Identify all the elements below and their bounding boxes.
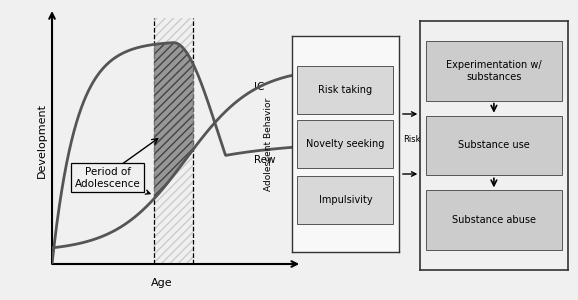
FancyBboxPatch shape [297, 176, 394, 224]
Text: Impulsivity: Impulsivity [318, 195, 372, 205]
Text: Novelty seeking: Novelty seeking [306, 139, 384, 149]
Text: Age: Age [150, 278, 172, 288]
Text: Rew: Rew [254, 154, 275, 165]
Text: Period of
Adolescence: Period of Adolescence [75, 167, 150, 194]
Text: Risk: Risk [403, 135, 420, 144]
FancyBboxPatch shape [426, 41, 562, 101]
Text: Experimentation w/
substances: Experimentation w/ substances [446, 60, 542, 82]
FancyBboxPatch shape [426, 190, 562, 250]
FancyBboxPatch shape [426, 116, 562, 176]
Text: Adolescent Behavior: Adolescent Behavior [264, 98, 273, 190]
Text: Risk taking: Risk taking [318, 85, 372, 95]
Text: Substance abuse: Substance abuse [452, 215, 536, 225]
Text: Substance use: Substance use [458, 140, 530, 151]
FancyBboxPatch shape [297, 66, 394, 114]
FancyBboxPatch shape [297, 120, 394, 168]
Y-axis label: Development: Development [36, 103, 46, 178]
Text: IC: IC [254, 82, 264, 92]
